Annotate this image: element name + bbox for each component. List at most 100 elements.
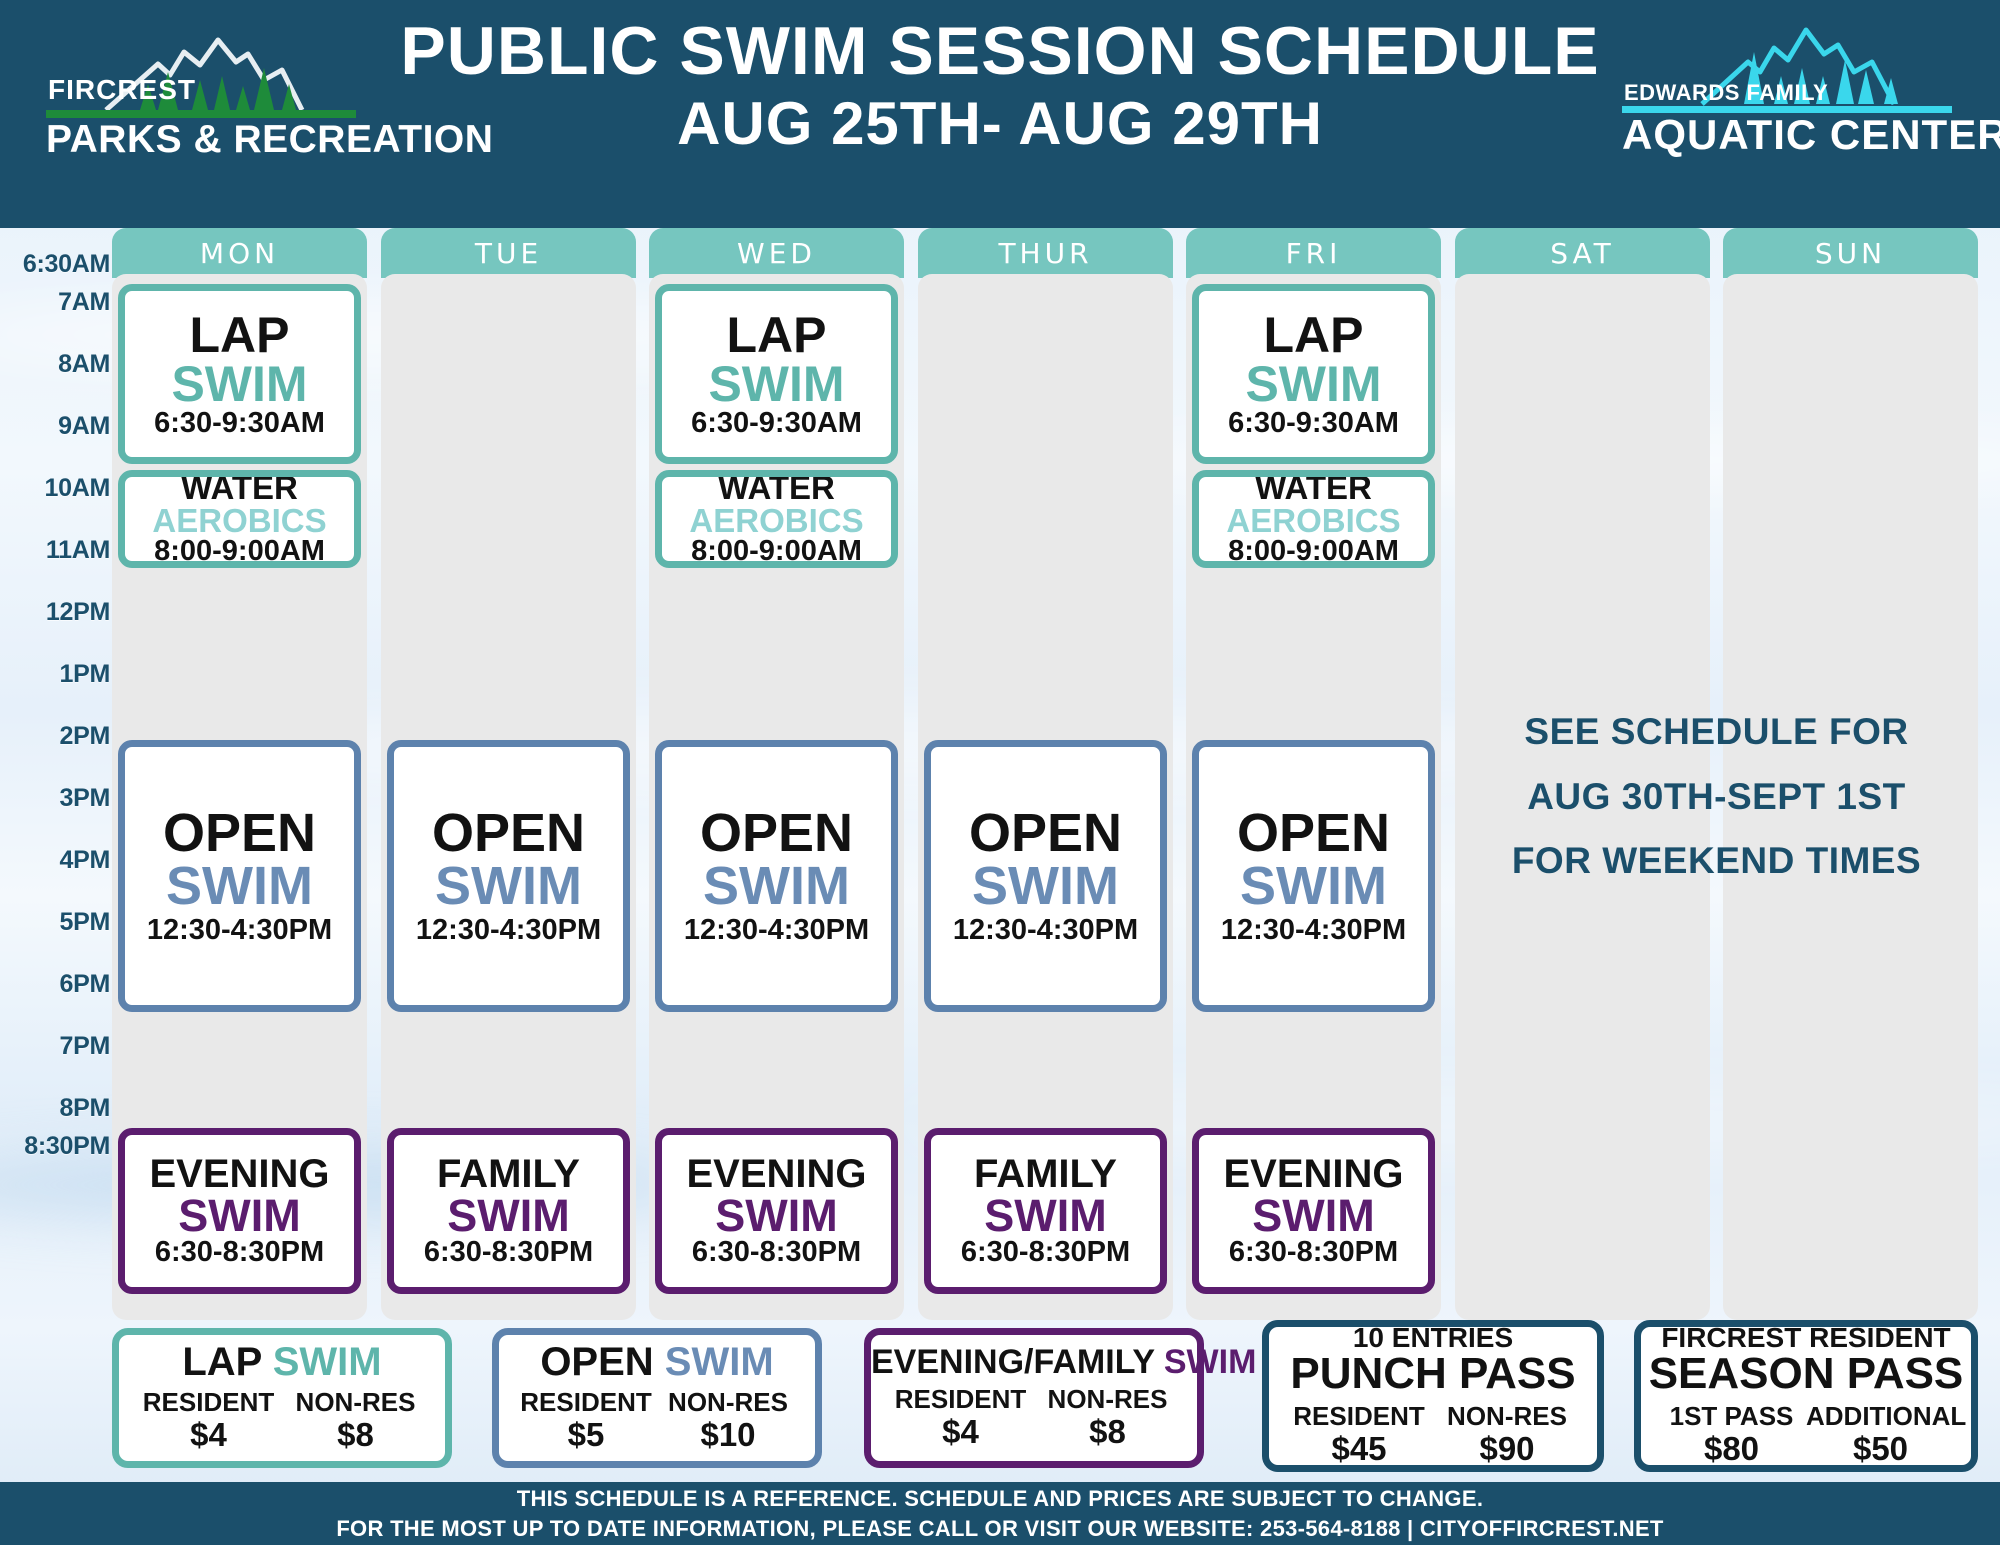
session-card-fri-aerobics[interactable]: WATER AEROBICS 8:00-9:00AM: [1192, 470, 1435, 568]
session-card-fri-lap[interactable]: LAP SWIM 6:30-9:30AM: [1192, 284, 1435, 464]
open-swim-price[interactable]: OPEN SWIM RESIDENT $5 NON-RES $10: [492, 1328, 822, 1468]
time-label: 2PM: [59, 722, 110, 750]
session-subtitle: SWIM: [984, 1190, 1107, 1242]
day-header-wed: WED: [649, 228, 904, 278]
schedule-grid: 6:30AM 7AM 8AM 9AM 10AM 11AM 12PM 1PM 2PM 3PM 4PM 5…: [0, 228, 2000, 1320]
session-subtitle: SWIM: [715, 1190, 838, 1242]
price-columns: RESIDENT $45 NON-RES $90: [1269, 1402, 1597, 1469]
price-columns: 1ST PASS $80 ADDITIONAL $50: [1641, 1402, 1971, 1469]
price-col-value: $10: [700, 1416, 756, 1454]
session-card-wed-aerobics[interactable]: WATER AEROBICS 8:00-9:00AM: [655, 470, 898, 568]
price-col-2: ADDITIONAL $50: [1806, 1402, 1966, 1469]
mountain-trees-aqua-icon: [1700, 27, 1898, 106]
day-column-wed: WED LAP SWIM 6:30-9:30AM WATER AEROBICS 8:00-9…: [649, 228, 904, 1320]
session-time: 8:00-9:00AM: [1228, 534, 1399, 567]
price-subtitle: FIRCREST RESIDENT: [1661, 1321, 1951, 1353]
session-title: OPEN: [699, 802, 854, 863]
session-card-thur-family[interactable]: FAMILY SWIM 6:30-8:30PM: [924, 1128, 1167, 1294]
fircrest-parks-rec-logo: FIRCREST PARKS & RECREATION: [36, 18, 493, 161]
session-card-mon-aerobics[interactable]: WATER AEROBICS 8:00-9:00AM: [118, 470, 361, 568]
day-column-thur: THUR OPEN SWIM 12:30-4:30PM FAMILY SWIM 6:30-8…: [918, 228, 1173, 1320]
footer-line-2: FOR THE MOST UP TO DATE INFORMATION, PLE…: [336, 1515, 1664, 1541]
session-time: 12:30-4:30PM: [683, 914, 870, 947]
price-col-value: $4: [190, 1416, 227, 1454]
session-card-fri-evening[interactable]: EVENING SWIM 6:30-8:30PM: [1192, 1128, 1435, 1294]
price-col-1: RESIDENT $4: [887, 1385, 1034, 1452]
session-time: 8:00-9:00AM: [154, 534, 325, 567]
price-title-plain: EVENING/FAMILY: [871, 1342, 1164, 1381]
price-col-label: RESIDENT: [894, 1383, 1027, 1414]
logo-right-line1: EDWARDS FAMILY: [1624, 80, 1829, 105]
session-title: EVENING: [686, 1151, 867, 1196]
session-card-fri-open[interactable]: OPEN SWIM 12:30-4:30PM: [1192, 740, 1435, 1012]
session-card-tue-open[interactable]: OPEN SWIM 12:30-4:30PM: [387, 740, 630, 1012]
session-card-tue-family[interactable]: FAMILY SWIM 6:30-8:30PM: [387, 1128, 630, 1294]
price-title: LAP SWIM: [119, 1342, 445, 1382]
session-time: 6:30-8:30PM: [1228, 1236, 1399, 1269]
price-col-value: $80: [1703, 1430, 1760, 1468]
session-card-mon-open[interactable]: OPEN SWIM 12:30-4:30PM: [118, 740, 361, 1012]
session-subtitle: AEROBICS: [1226, 501, 1401, 539]
session-time: 8:00-9:00AM: [691, 534, 862, 567]
time-label: 7PM: [59, 1032, 110, 1060]
session-card-thur-open[interactable]: OPEN SWIM 12:30-4:30PM: [924, 740, 1167, 1012]
price-col-value: $8: [1089, 1413, 1126, 1451]
logo-left-line2: PARKS & RECREATION: [46, 118, 494, 161]
session-subtitle: SWIM: [708, 355, 845, 412]
price-col-label: NON-RES: [1447, 1400, 1567, 1431]
footer-line-1: THIS SCHEDULE IS A REFERENCE. SCHEDULE A…: [516, 1485, 1484, 1511]
price-col-value: $8: [337, 1416, 374, 1454]
day-header-label: TUE: [474, 236, 543, 270]
day-header-sat: SAT: [1455, 228, 1710, 278]
price-subtitle: 10 ENTRIES: [1352, 1321, 1514, 1353]
session-title: LAP: [1263, 306, 1364, 363]
session-title: FAMILY: [437, 1151, 580, 1196]
time-label: 9AM: [58, 412, 110, 440]
session-time: 12:30-4:30PM: [1220, 914, 1407, 947]
session-time: 6:30-8:30PM: [960, 1236, 1131, 1269]
poster-footer: THIS SCHEDULE IS A REFERENCE. SCHEDULE A…: [0, 1482, 2000, 1545]
session-title: LAP: [189, 306, 290, 363]
time-label: 8PM: [59, 1094, 110, 1122]
season-pass-price[interactable]: FIRCREST RESIDENT SEASON PASS 1ST PASS $80 A…: [1634, 1320, 1978, 1472]
price-title-accent: SWIM: [664, 1339, 774, 1384]
price-col-2: NON-RES $10: [657, 1388, 799, 1455]
price-col-1: RESIDENT $45: [1285, 1402, 1433, 1469]
price-col-1: RESIDENT $5: [515, 1388, 657, 1455]
price-col-2: NON-RES $90: [1433, 1402, 1581, 1469]
price-col-1: RESIDENT $4: [135, 1388, 282, 1455]
weekend-note-line-2: AUG 30TH-SEPT 1ST: [1527, 775, 1906, 817]
weekend-note-line-1: SEE SCHEDULE FOR: [1524, 710, 1909, 752]
session-title: WATER: [181, 470, 298, 507]
day-header-label: MON: [199, 236, 280, 270]
session-card-mon-lap[interactable]: LAP SWIM 6:30-9:30AM: [118, 284, 361, 464]
day-header-thur: THUR: [918, 228, 1173, 278]
price-title-accent: SWIM: [272, 1339, 382, 1384]
session-title: FAMILY: [974, 1151, 1117, 1196]
session-title: OPEN: [968, 802, 1123, 863]
session-time: 12:30-4:30PM: [952, 914, 1139, 947]
session-card-wed-open[interactable]: OPEN SWIM 12:30-4:30PM: [655, 740, 898, 1012]
session-card-wed-evening[interactable]: EVENING SWIM 6:30-8:30PM: [655, 1128, 898, 1294]
session-card-mon-evening[interactable]: EVENING SWIM 6:30-8:30PM: [118, 1128, 361, 1294]
lap-swim-price[interactable]: LAP SWIM RESIDENT $4 NON-RES $8: [112, 1328, 452, 1468]
punch-pass-price[interactable]: 10 ENTRIES PUNCH PASS RESIDENT $45 NON-RES $9…: [1262, 1320, 1604, 1472]
session-card-wed-lap[interactable]: LAP SWIM 6:30-9:30AM: [655, 284, 898, 464]
time-label: 1PM: [59, 660, 110, 688]
time-label: 7AM: [58, 288, 110, 316]
session-subtitle: SWIM: [1245, 355, 1382, 412]
price-title-accent: SWIM: [1163, 1342, 1257, 1381]
price-col-2: NON-RES $8: [1034, 1385, 1181, 1452]
session-time: 6:30-8:30PM: [423, 1236, 594, 1269]
price-col-value: $5: [567, 1416, 605, 1454]
price-title-plain: OPEN: [540, 1339, 665, 1384]
price-columns: RESIDENT $4 NON-RES $8: [119, 1388, 445, 1455]
day-column-mon: MON LAP SWIM 6:30-9:30AM WATER AEROBICS 8:00-9…: [112, 228, 367, 1320]
evening-family-swim-price[interactable]: EVENING/FAMILY SWIM RESIDENT $4 NON-RES $8: [864, 1328, 1256, 1468]
time-label: 3PM: [59, 784, 110, 812]
session-time: 12:30-4:30PM: [146, 914, 333, 947]
session-subtitle: SWIM: [171, 355, 308, 412]
day-header-label: SAT: [1550, 236, 1615, 270]
price-col-1: 1ST PASS $80: [1657, 1402, 1806, 1469]
